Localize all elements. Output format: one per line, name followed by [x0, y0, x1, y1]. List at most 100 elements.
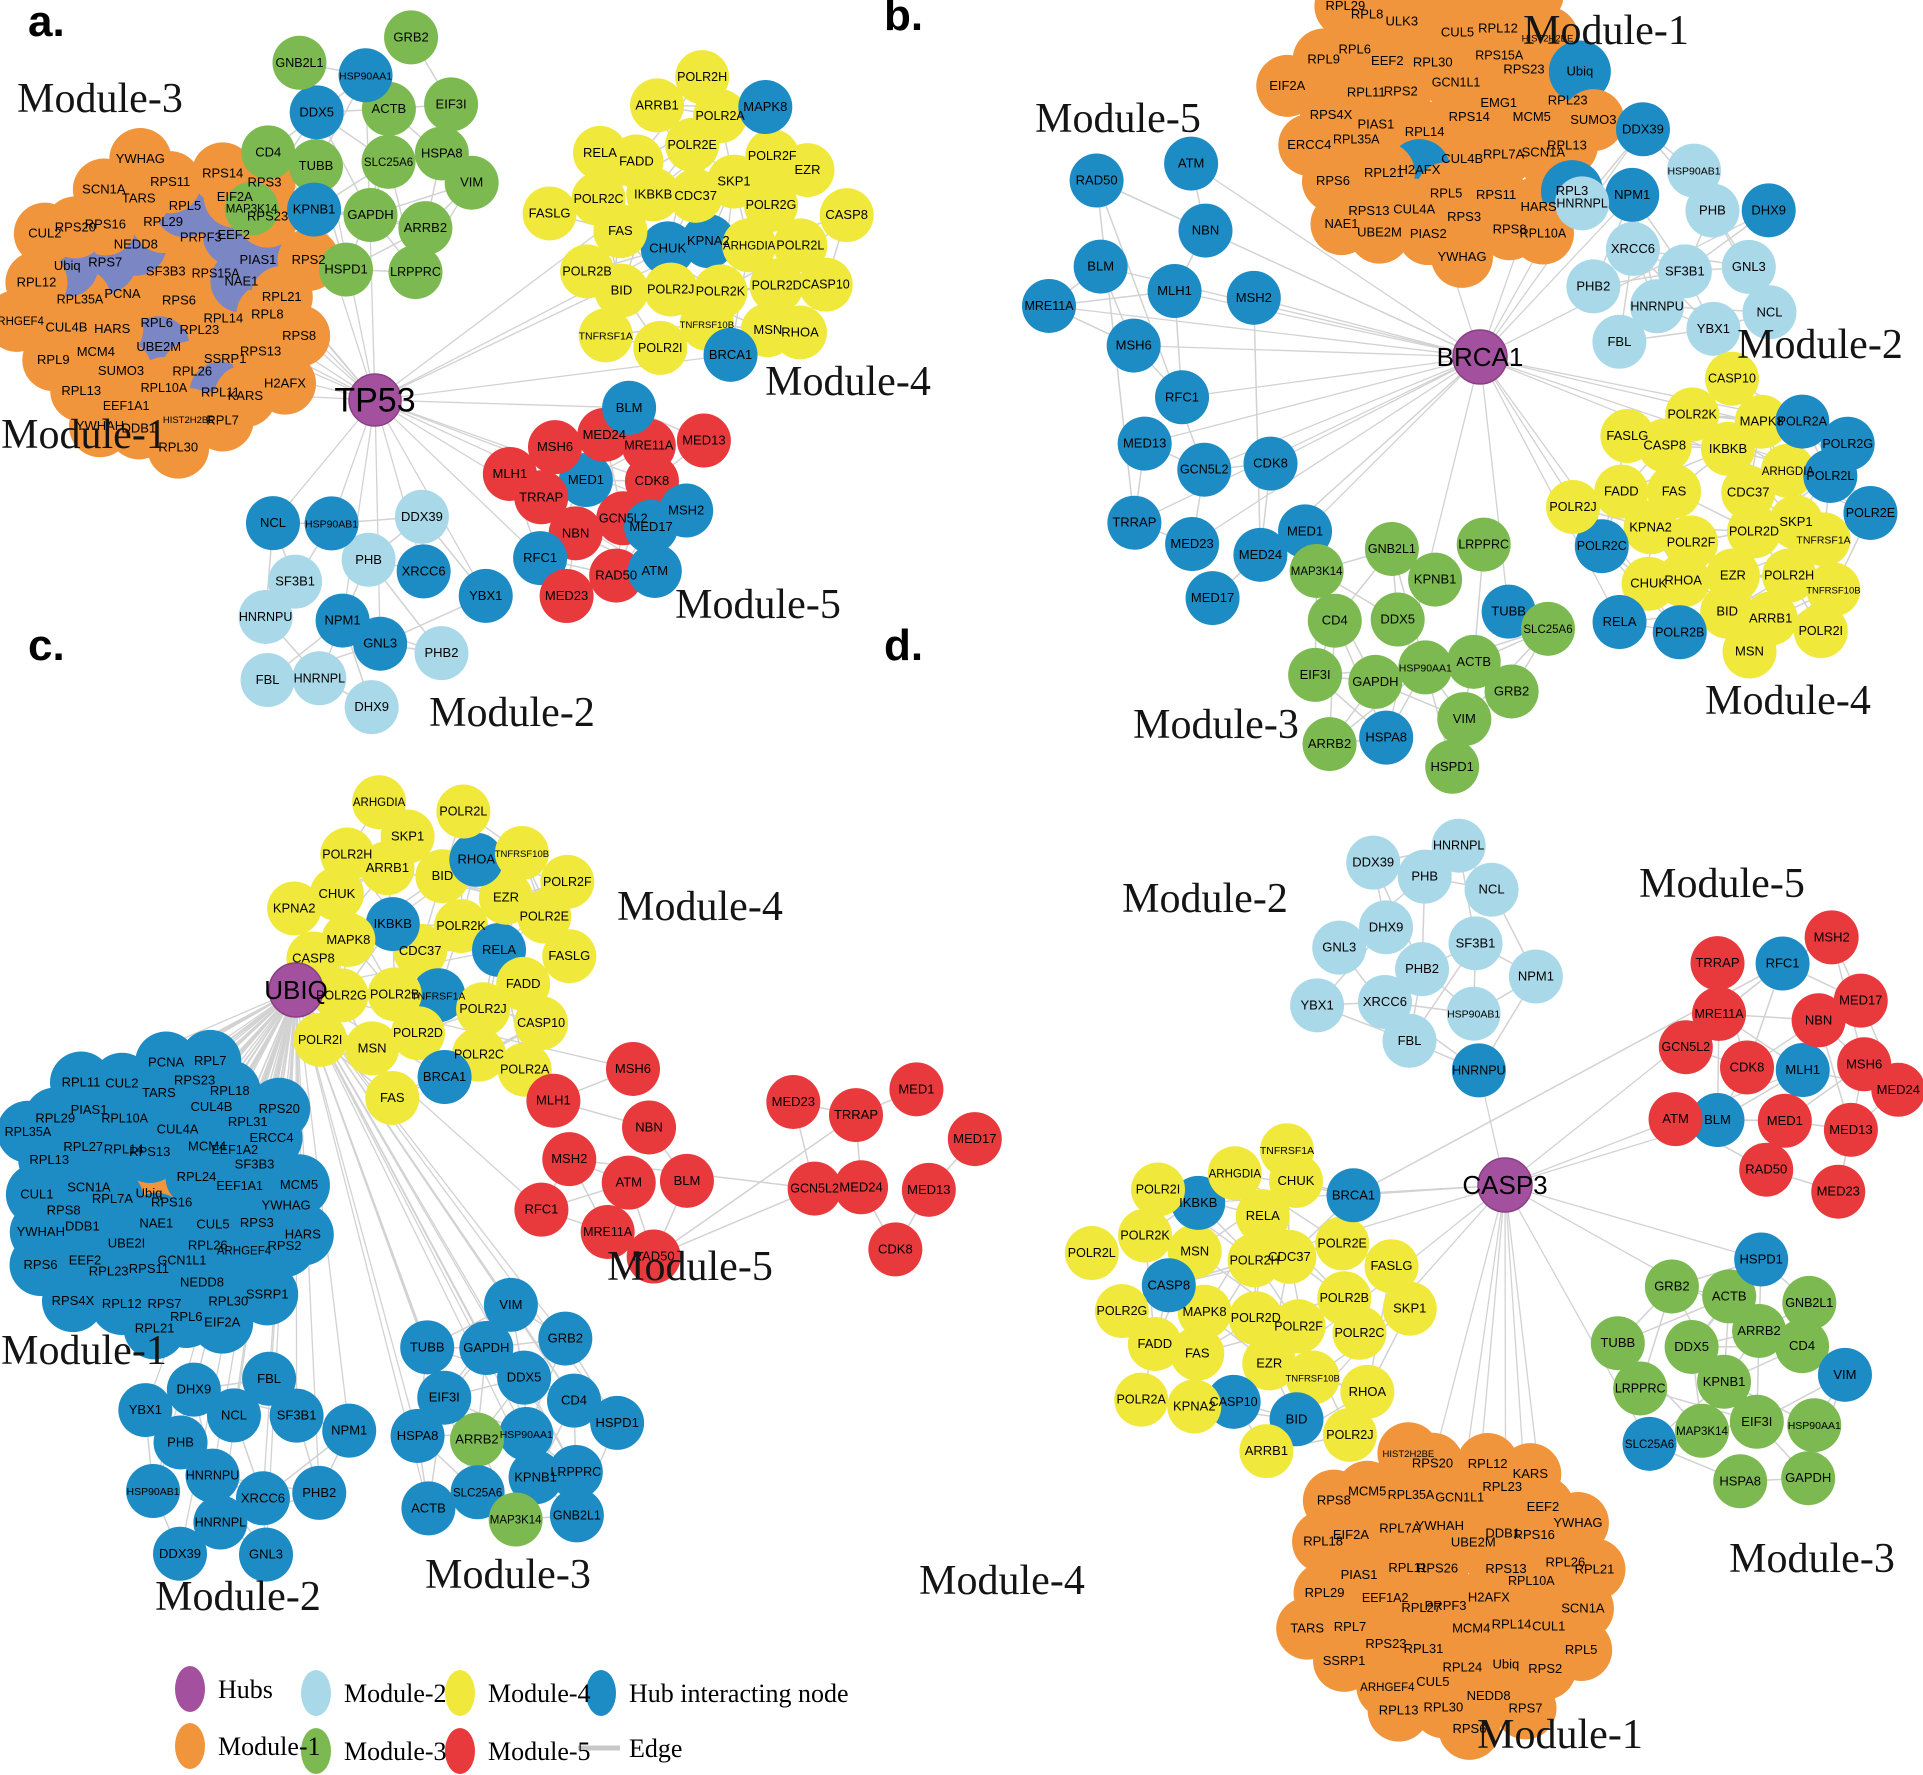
node: [1871, 1062, 1923, 1117]
node: [1484, 664, 1539, 719]
node: [499, 1406, 554, 1461]
legend-marker-module-3: [301, 1728, 331, 1774]
node: [147, 416, 210, 479]
node: [1107, 495, 1162, 550]
node: [126, 1464, 181, 1519]
node: [1720, 1040, 1775, 1095]
node: [1781, 1451, 1836, 1506]
node: [1117, 416, 1172, 471]
node: [414, 626, 469, 681]
node: [1340, 1364, 1395, 1419]
hub-spoke-edge: [295, 989, 350, 1431]
node: [241, 125, 296, 180]
node: [787, 1161, 842, 1216]
node: [1446, 634, 1501, 689]
node: [1555, 176, 1610, 231]
node: [1775, 1319, 1830, 1374]
node: [459, 1321, 514, 1376]
node: [1550, 1618, 1613, 1681]
node: [1791, 993, 1846, 1048]
node: [450, 1465, 505, 1520]
node: [1289, 543, 1344, 598]
node: [1804, 910, 1859, 965]
node: [224, 181, 279, 236]
node: [1702, 1269, 1757, 1324]
module-title: Module-2: [1737, 322, 1903, 368]
node: [1843, 485, 1898, 540]
legend-marker-module-2: [301, 1670, 331, 1716]
node: [287, 182, 342, 237]
node: [1346, 835, 1401, 890]
node: [417, 1370, 472, 1425]
node: [1021, 278, 1076, 333]
node: [123, 1297, 186, 1360]
node: [1548, 40, 1611, 103]
node: [1757, 1093, 1812, 1148]
node: [1314, 0, 1377, 38]
node: [1563, 1538, 1626, 1601]
hub-label: UBIQ: [264, 975, 328, 1005]
node: [1760, 443, 1815, 498]
module-title: Module-5: [675, 582, 841, 628]
module-title: Module-5: [607, 1244, 773, 1290]
node: [390, 1006, 445, 1061]
hub-node: [1452, 329, 1508, 385]
node: [9, 1233, 72, 1296]
module-title: Module-3: [17, 76, 183, 122]
node: [538, 1311, 593, 1366]
node: [1775, 394, 1830, 449]
node: [868, 1222, 923, 1277]
panel-letter: b.: [884, 0, 923, 40]
module-title: Module-4: [1705, 678, 1871, 724]
node: [773, 218, 828, 273]
hub-label: BRCA1: [1437, 342, 1524, 372]
node: [384, 10, 439, 65]
node: [365, 897, 420, 952]
node: [245, 496, 300, 551]
node: [947, 1112, 1002, 1167]
hub-spoke-edge: [1096, 179, 1481, 358]
node: [1359, 900, 1414, 955]
legend-label: Module-4: [488, 1679, 591, 1708]
hub-spoke-edge: [374, 399, 630, 409]
node: [1782, 1275, 1837, 1330]
node: [1806, 562, 1861, 617]
node: [1734, 1232, 1789, 1287]
hub-spoke-edge: [295, 989, 537, 1478]
node: [1364, 521, 1419, 576]
node: [320, 827, 375, 882]
node: [1094, 1284, 1149, 1339]
module-title: Module-5: [1035, 96, 1201, 142]
node: [1566, 259, 1621, 314]
node: [1185, 571, 1240, 626]
node: [630, 78, 685, 133]
node: [482, 446, 537, 501]
node: [494, 825, 549, 880]
hub-spoke-edge: [1270, 356, 1481, 465]
node: [1833, 973, 1888, 1028]
node: [526, 1073, 581, 1128]
node: [1271, 1299, 1326, 1354]
node: [153, 1526, 208, 1581]
node: [1382, 1013, 1437, 1068]
node: [1605, 221, 1660, 276]
node: [1615, 102, 1670, 157]
node: [1177, 442, 1232, 497]
panel-letter: a.: [28, 0, 65, 46]
node: [1285, 1350, 1340, 1405]
node: [235, 1471, 290, 1526]
node: [572, 125, 627, 180]
node: [1141, 1258, 1196, 1313]
node: [365, 1070, 420, 1125]
node: [1739, 1142, 1794, 1197]
node: [703, 327, 758, 382]
node: [352, 775, 407, 830]
node: [1127, 1316, 1182, 1371]
node: [1398, 640, 1453, 695]
node: [1118, 1208, 1173, 1263]
node: [1704, 351, 1759, 406]
node: [1395, 942, 1450, 997]
node: [1130, 1162, 1185, 1217]
node: [271, 1203, 334, 1266]
node: [1388, 0, 1444, 18]
